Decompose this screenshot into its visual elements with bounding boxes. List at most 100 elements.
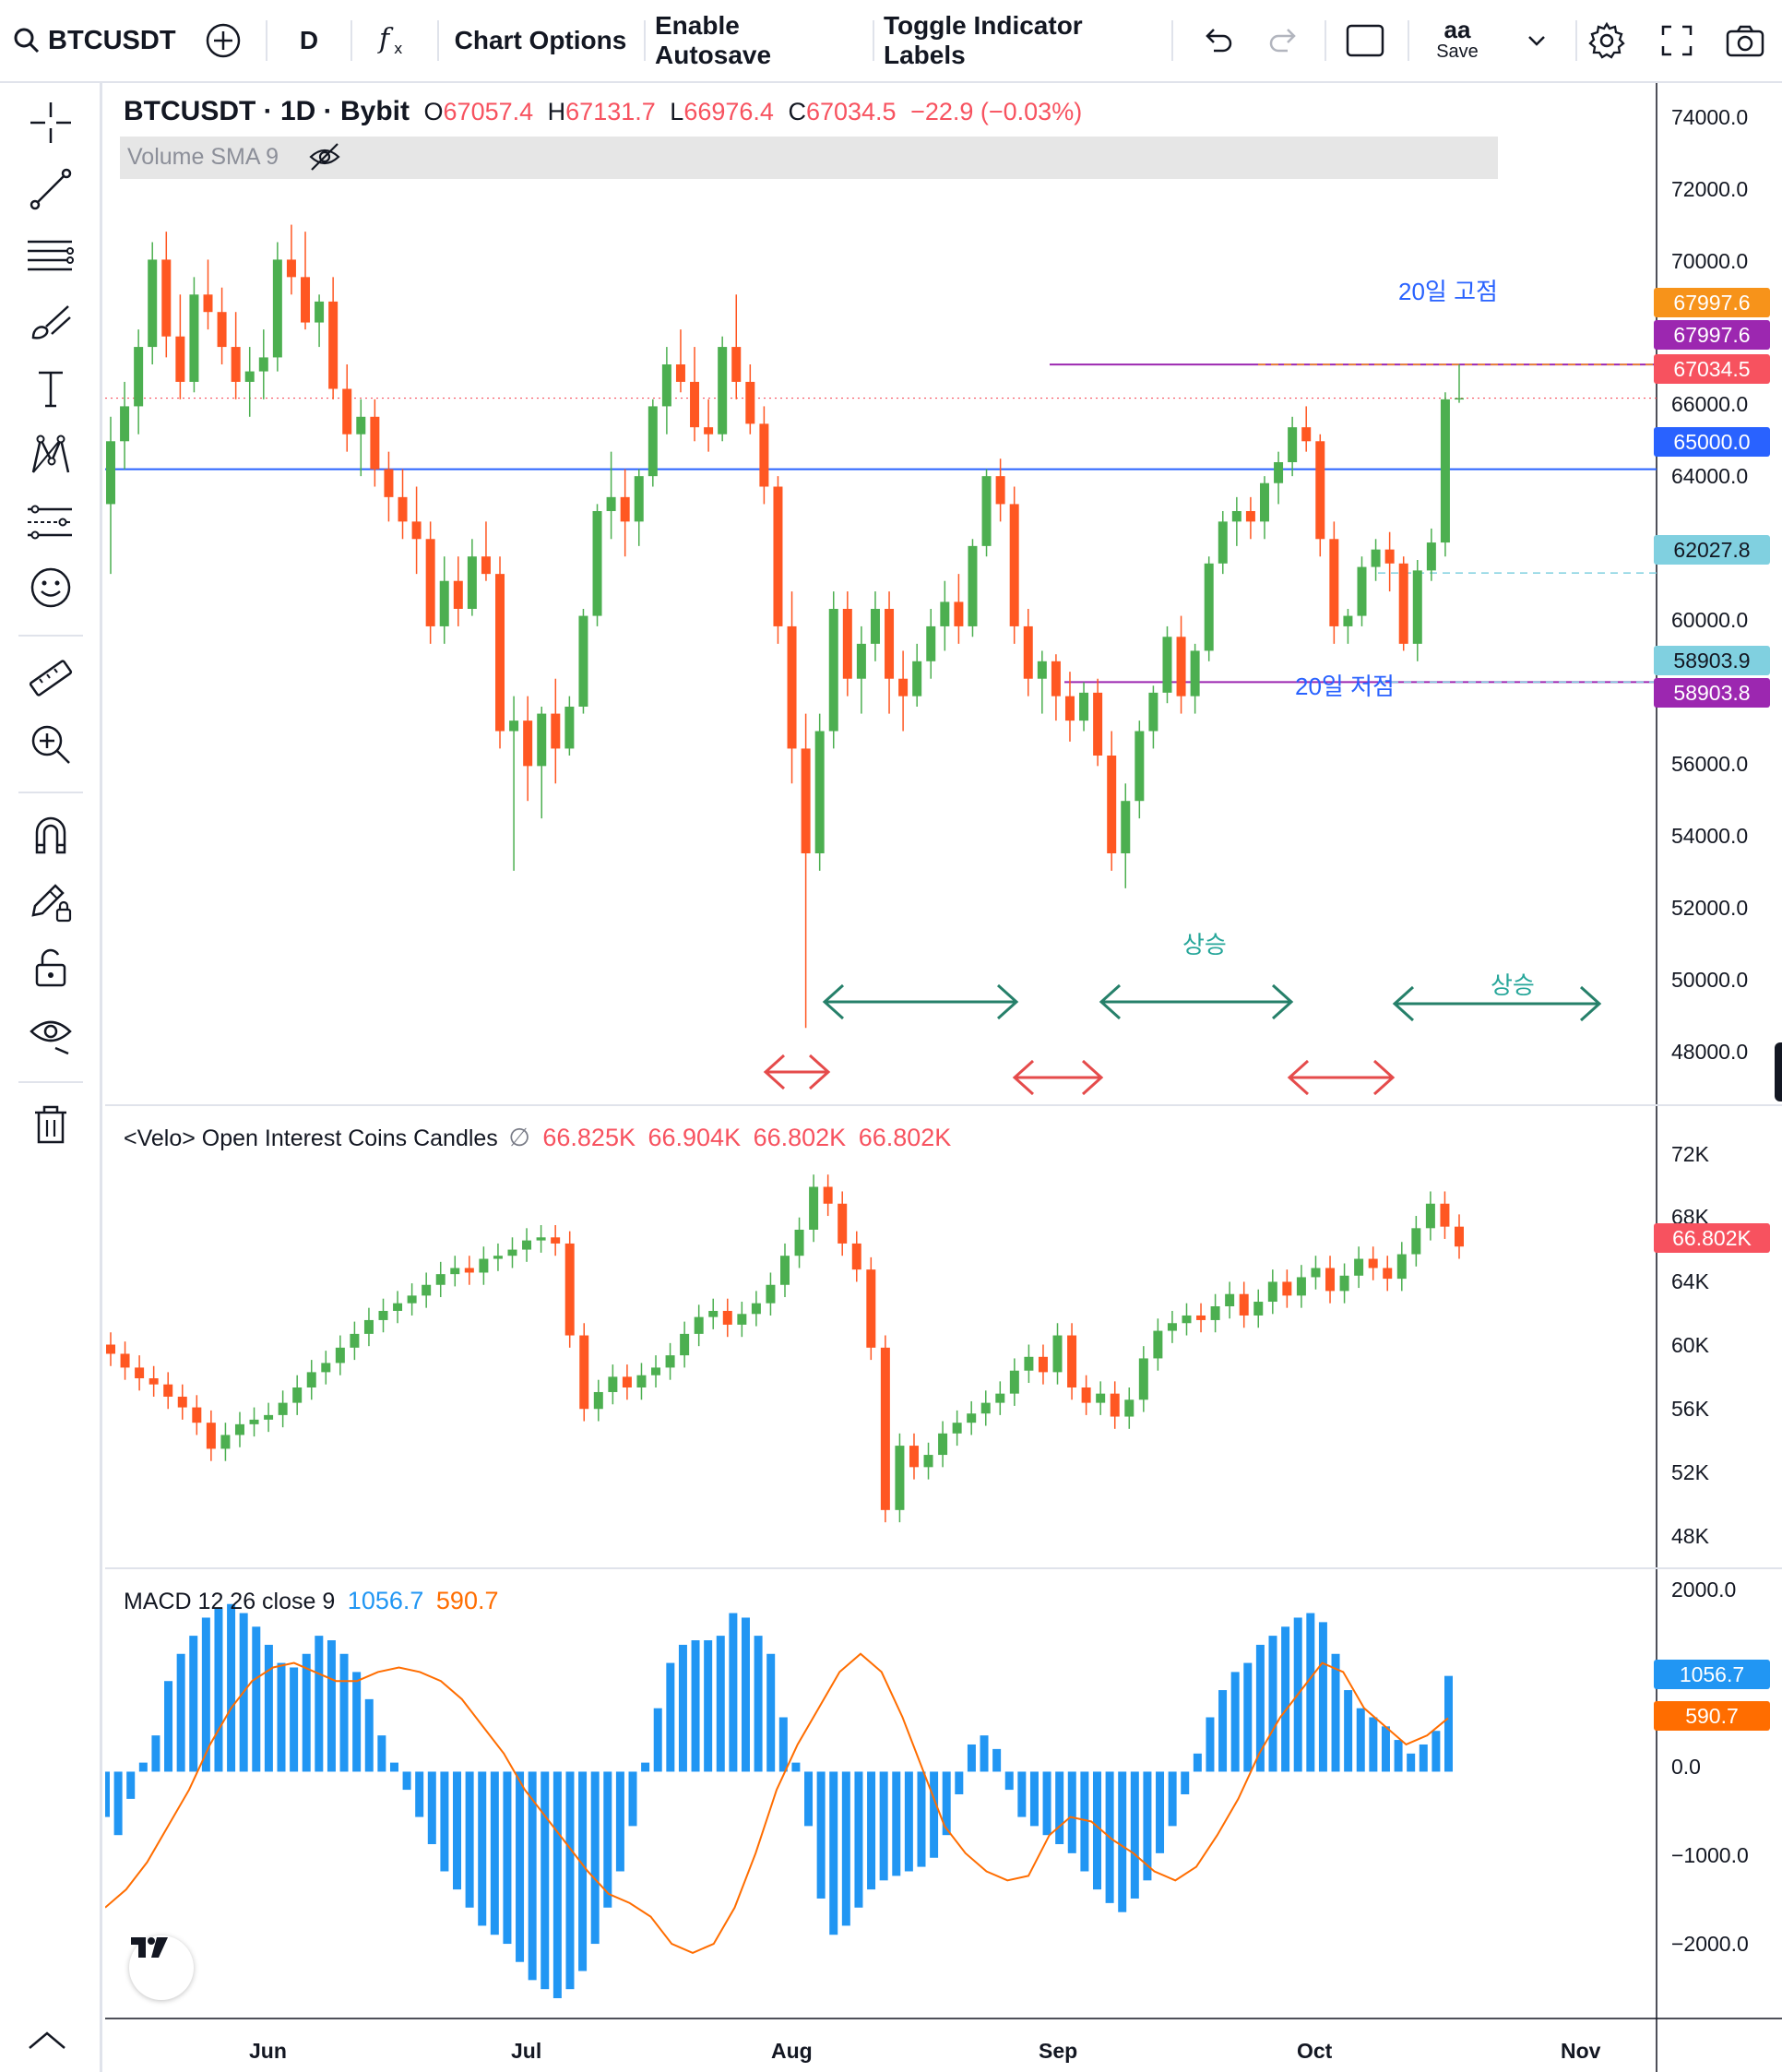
macd-bar: [377, 1735, 386, 1772]
macd-bar: [490, 1771, 499, 1935]
y-tick: 66000.0: [1671, 392, 1749, 416]
high-label: H: [547, 98, 566, 125]
measure-tool[interactable]: [22, 651, 79, 709]
candle-body: [1455, 398, 1464, 400]
oi-candle-body: [1253, 1302, 1264, 1316]
fib-tool[interactable]: [22, 229, 79, 286]
candle-body: [1218, 521, 1228, 564]
zoom-tool[interactable]: [22, 718, 79, 775]
oi-candle-body: [393, 1303, 403, 1311]
candle-body: [856, 643, 866, 679]
save-button[interactable]: aa Save: [1420, 0, 1494, 81]
candle-body: [690, 381, 700, 428]
range-arrow-up-3[interactable]: [1392, 985, 1602, 1022]
candle-body: [745, 381, 755, 424]
macd-bar: [1243, 1662, 1253, 1772]
macd-bar: [227, 1603, 236, 1772]
oi-candle-body: [1368, 1258, 1378, 1268]
range-arrow-down-2[interactable]: [1012, 1059, 1104, 1096]
remove-drawings-tool[interactable]: [22, 1098, 79, 1155]
redo-button[interactable]: [1256, 0, 1312, 81]
tradingview-logo[interactable]: [129, 1935, 194, 2000]
fullscreen-frame-button[interactable]: [1337, 0, 1393, 81]
volume-legend-row[interactable]: Volume SMA 9: [120, 137, 1498, 179]
macd-y-tick: −2000.0: [1671, 1932, 1749, 1956]
macd-bar: [164, 1681, 173, 1772]
candle-body: [203, 294, 213, 313]
candle-body: [175, 336, 185, 382]
close-value: 67034.5: [805, 98, 897, 125]
macd-bar: [804, 1771, 814, 1827]
oi-title: <Velo> Open Interest Coins Candles: [124, 1125, 498, 1151]
brush-tool[interactable]: [22, 295, 79, 352]
collapse-toolbar-button[interactable]: [18, 2011, 76, 2068]
pattern-tool[interactable]: [22, 428, 79, 485]
oi-candle-body: [363, 1319, 374, 1334]
macd-bar: [541, 1771, 550, 1990]
macd-bar: [1067, 1771, 1076, 1853]
oi-candle-body: [464, 1268, 474, 1273]
signal-line: [105, 1652, 1449, 1954]
oi-y-tick: 60K: [1671, 1333, 1709, 1357]
annotation-up-1[interactable]: 상승: [1182, 931, 1227, 959]
oi-candle-body: [1383, 1268, 1393, 1280]
oi-open: 66.825K: [542, 1124, 636, 1151]
fullscreen-button[interactable]: [1649, 0, 1705, 81]
candle-body: [523, 720, 533, 767]
chart-area[interactable]: BTCUSDT · 1D · Bybit O67057.4 H67131.7 L…: [105, 83, 1782, 2072]
prediction-tool[interactable]: [22, 494, 79, 552]
candle-body: [1412, 570, 1422, 644]
drawing-toolbar: [0, 83, 102, 2072]
magnet-tool[interactable]: [22, 808, 79, 865]
ruler-icon: [28, 655, 74, 706]
candle-body: [148, 259, 158, 348]
range-arrow-up-1[interactable]: [822, 983, 1019, 1020]
settings-button[interactable]: [1579, 0, 1634, 81]
screenshot-button[interactable]: [1717, 0, 1773, 81]
add-symbol-button[interactable]: [196, 0, 251, 81]
save-dropdown-button[interactable]: [1509, 0, 1564, 81]
undo-button[interactable]: [1190, 0, 1245, 81]
annotation-up-2[interactable]: 상승: [1491, 971, 1535, 999]
lock-drawings-tool[interactable]: [22, 941, 79, 998]
range-arrow-down-1[interactable]: [763, 1054, 831, 1090]
candle-body: [134, 347, 144, 407]
annotation-20d-low[interactable]: 20일 저점: [1295, 673, 1395, 700]
oi-candle-body: [120, 1353, 130, 1368]
oi-candle-body: [192, 1407, 202, 1423]
emoji-tool[interactable]: [22, 561, 79, 618]
oi-candle-body: [306, 1372, 316, 1387]
enable-autosave-button[interactable]: Enable Autosave: [655, 0, 858, 81]
oi-candle-body: [220, 1435, 231, 1449]
zoom-in-icon: [28, 721, 74, 772]
oi-candle-body: [1225, 1293, 1235, 1306]
stay-in-drawing-mode-tool[interactable]: [22, 875, 79, 932]
chart-options-button[interactable]: Chart Options: [448, 0, 633, 81]
candle-body: [467, 556, 477, 609]
trend-line-tool[interactable]: [22, 162, 79, 220]
text-tool[interactable]: [22, 362, 79, 419]
pencil-lock-icon: [28, 878, 74, 929]
range-arrow-up-2[interactable]: [1099, 983, 1294, 1020]
chart-canvas[interactable]: [105, 83, 1782, 2072]
oi-candle-body: [1196, 1315, 1206, 1320]
candle-body: [842, 609, 852, 679]
y-tick: 72000.0: [1671, 177, 1749, 201]
toggle-indicator-labels-button[interactable]: Toggle Indicator Labels: [884, 0, 1160, 81]
price-label-cyan-1: 62027.8: [1654, 535, 1770, 565]
symbol-search[interactable]: BTCUSDT: [13, 0, 179, 81]
candle-body: [537, 713, 547, 767]
interval-button[interactable]: D: [277, 0, 341, 81]
macd-bar: [189, 1636, 198, 1772]
crosshair-tool[interactable]: [22, 96, 79, 153]
right-panel-toggle[interactable]: [1775, 1042, 1782, 1101]
hide-drawings-tool[interactable]: [22, 1007, 79, 1065]
annotation-20d-high[interactable]: 20일 고점: [1398, 278, 1498, 305]
macd-bar: [741, 1617, 750, 1772]
brush-icon: [28, 299, 74, 350]
range-arrow-down-3[interactable]: [1287, 1059, 1396, 1096]
candle-body: [328, 301, 339, 389]
macd-bar: [1255, 1644, 1265, 1772]
